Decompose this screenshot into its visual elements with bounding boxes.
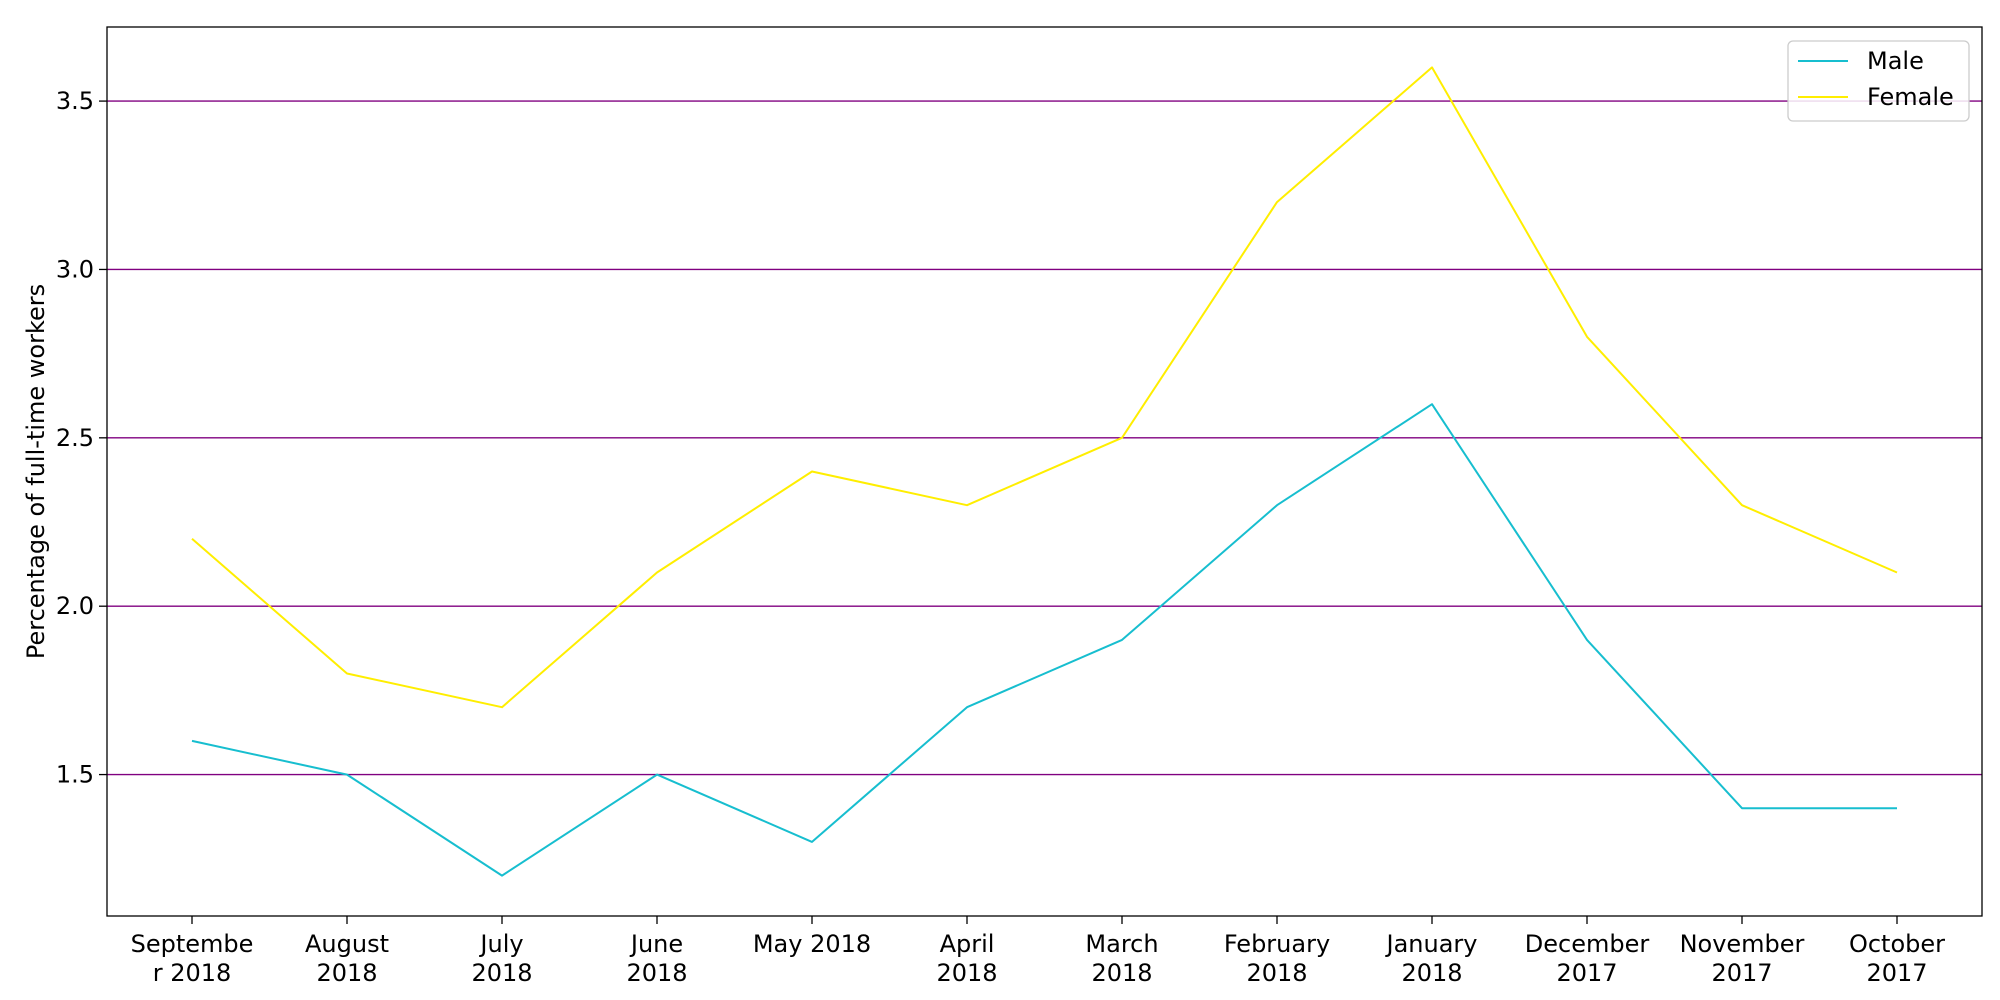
legend-label-female: Female	[1867, 83, 1954, 111]
y-tick-label-3: 3.0	[56, 255, 94, 283]
y-tick-label-4: 3.5	[56, 87, 94, 115]
y-axis-title: Percentage of full-time workers	[22, 284, 50, 659]
x-tick-label-4: May 2018	[753, 930, 871, 958]
legend-label-male: Male	[1867, 47, 1924, 75]
x-tick-label-2: July 2018	[471, 930, 532, 987]
x-tick-label-3: June 2018	[626, 930, 687, 987]
y-tick-label-1: 2.0	[56, 592, 94, 620]
x-tick-label-1: August 2018	[305, 930, 389, 987]
legend: Male Female	[1788, 41, 1969, 121]
y-tick-label-0: 1.5	[56, 761, 94, 789]
y-tick-label-2: 2.5	[56, 424, 94, 452]
x-tick-label-5: April 2018	[936, 930, 997, 987]
x-tick-label-6: March 2018	[1085, 930, 1158, 987]
